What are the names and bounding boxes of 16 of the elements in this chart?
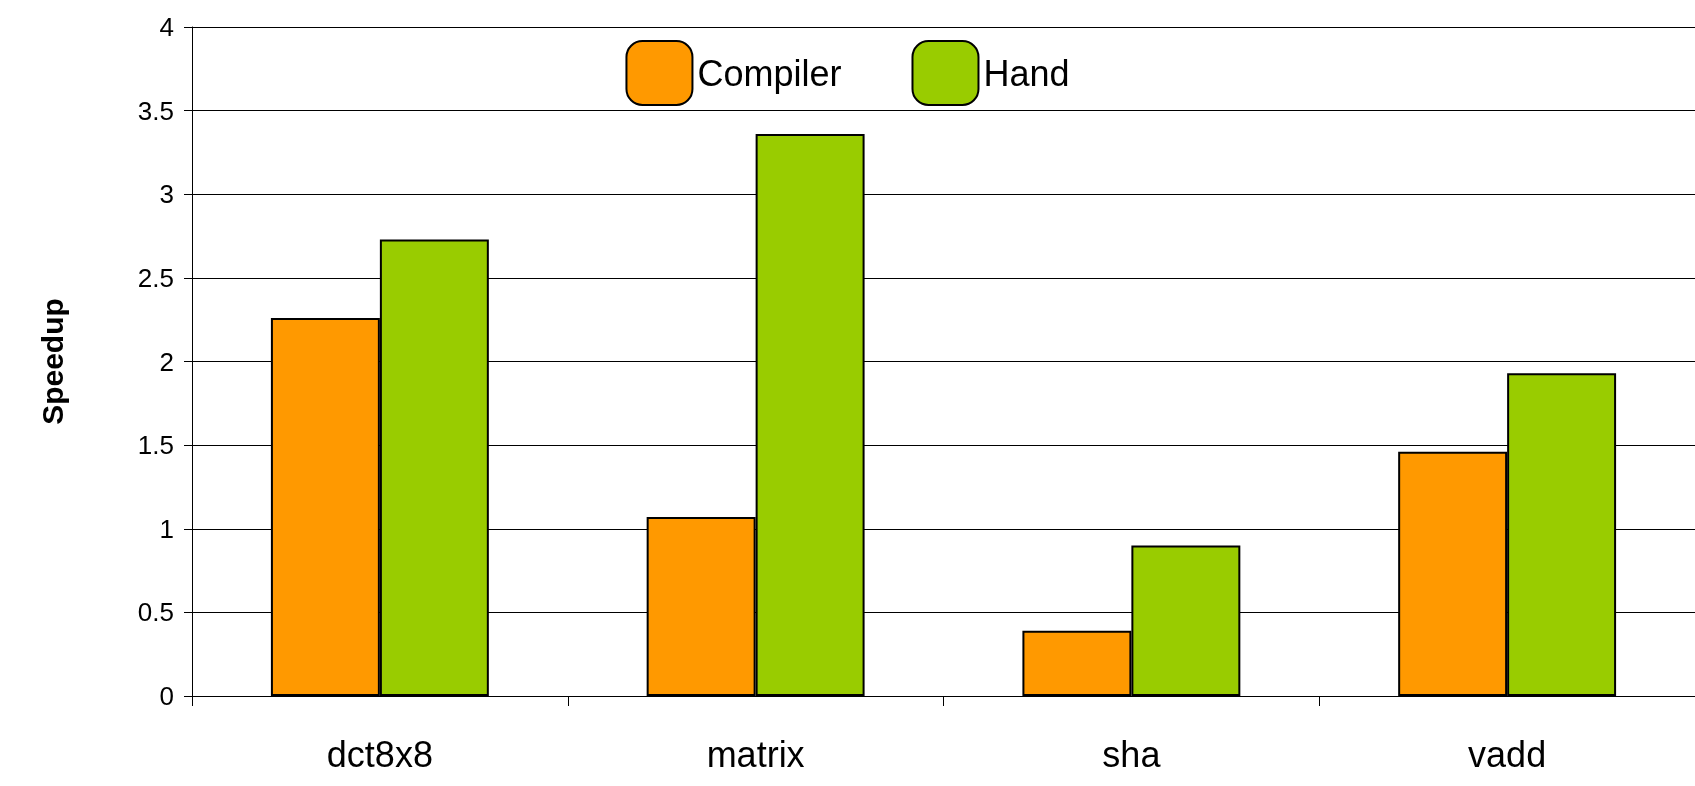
legend-label: Compiler bbox=[697, 52, 842, 94]
y-tick-label: 3.5 bbox=[137, 95, 174, 126]
x-tick-label: sha bbox=[1102, 733, 1162, 775]
x-tick-label: matrix bbox=[706, 733, 805, 775]
y-tick-label: 3 bbox=[159, 179, 174, 210]
y-tick-label: 4 bbox=[159, 12, 174, 42]
y-tick-label: 2 bbox=[159, 346, 174, 377]
y-tick-label: 2.5 bbox=[137, 262, 174, 293]
legend-label: Hand bbox=[983, 52, 1070, 94]
x-tick-label: vadd bbox=[1468, 733, 1547, 775]
y-axis-title: Speedup bbox=[35, 298, 69, 425]
y-tick-label: 1 bbox=[159, 513, 174, 544]
x-tick-label: dct8x8 bbox=[326, 733, 433, 775]
y-tick-label: 1.5 bbox=[137, 430, 174, 461]
y-tick-label: 0 bbox=[159, 681, 174, 711]
y-tick-label: 0.5 bbox=[137, 597, 174, 628]
